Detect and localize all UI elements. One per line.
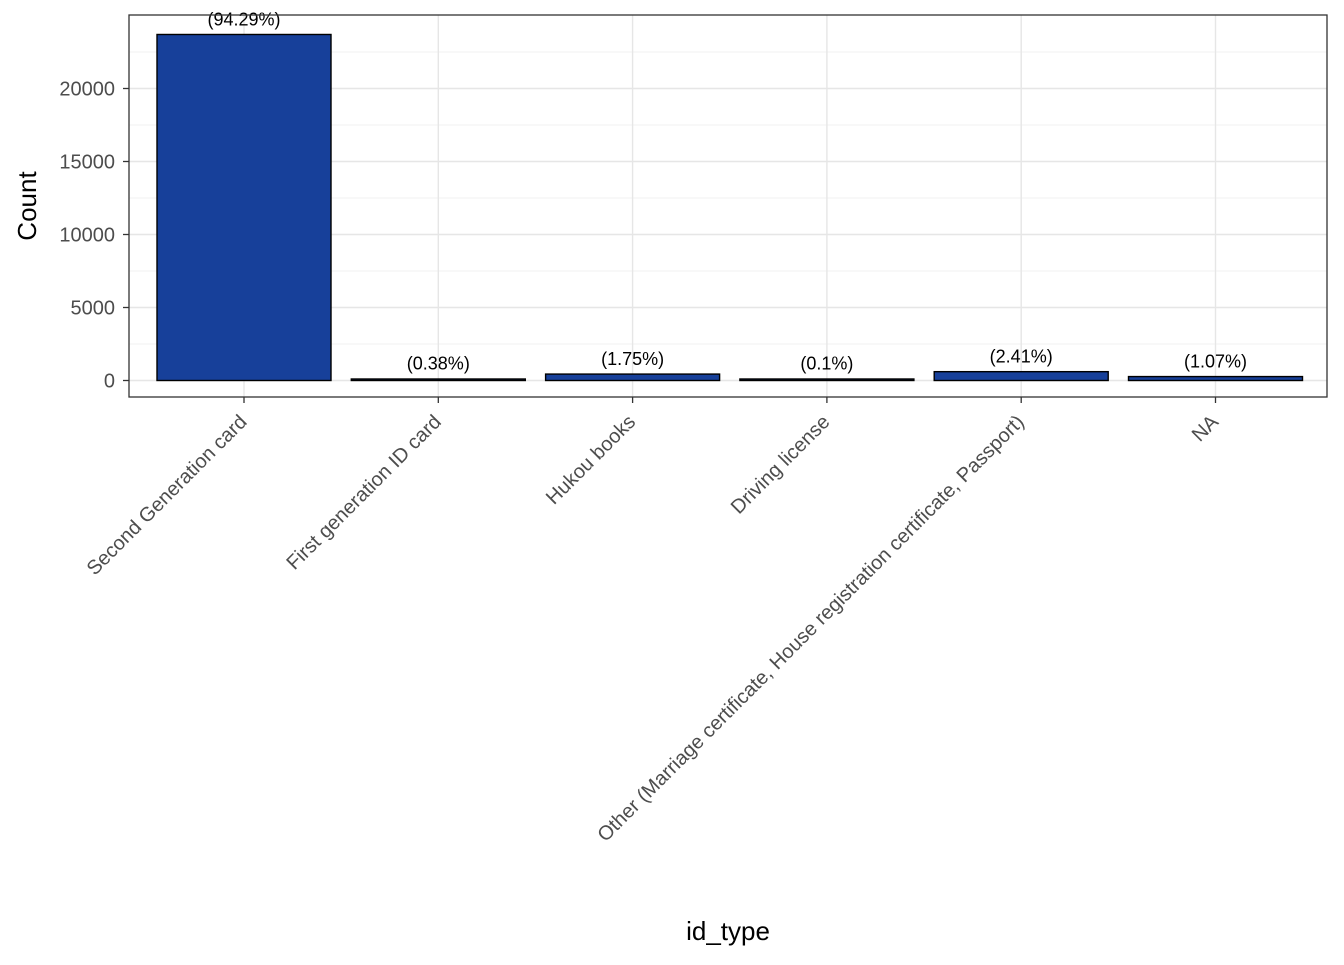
bar <box>350 378 526 382</box>
x-tick-label: Driving license <box>727 411 835 519</box>
x-tick-label: Second Generation card <box>83 411 252 580</box>
bar <box>739 378 915 382</box>
bar-data-label: (1.75%) <box>601 349 664 369</box>
bar-data-label: (2.41%) <box>990 347 1053 367</box>
x-axis-title: id_type <box>686 916 770 946</box>
bar-data-label: (0.38%) <box>407 354 470 374</box>
x-tick-label: NA <box>1188 411 1224 447</box>
bars <box>156 33 1304 382</box>
bar-data-label: (1.07%) <box>1184 352 1247 372</box>
x-axis: Second Generation card First generation I… <box>83 397 1224 846</box>
bar <box>1127 375 1304 382</box>
y-tick-label: 0 <box>104 371 115 393</box>
bar-data-label: (0.1%) <box>800 354 853 374</box>
y-tick-label: 10000 <box>59 225 115 247</box>
y-tick-label: 20000 <box>59 79 115 101</box>
y-tick-label: 5000 <box>71 298 116 320</box>
x-tick-label: First generation ID card <box>283 411 446 574</box>
x-tick-label: Other (Marriage certificate, House regis… <box>593 411 1028 846</box>
x-tick-label: Hukou books <box>542 411 640 509</box>
y-tick-label: 15000 <box>59 152 115 174</box>
y-axis-title: Count <box>12 171 42 241</box>
y-axis: 0 5000 10000 15000 20000 <box>59 79 129 393</box>
plot-panel-border <box>128 14 1328 398</box>
bar-data-label: (94.29%) <box>207 9 280 29</box>
bar <box>544 373 721 382</box>
bar <box>156 33 332 382</box>
bar <box>933 370 1109 382</box>
